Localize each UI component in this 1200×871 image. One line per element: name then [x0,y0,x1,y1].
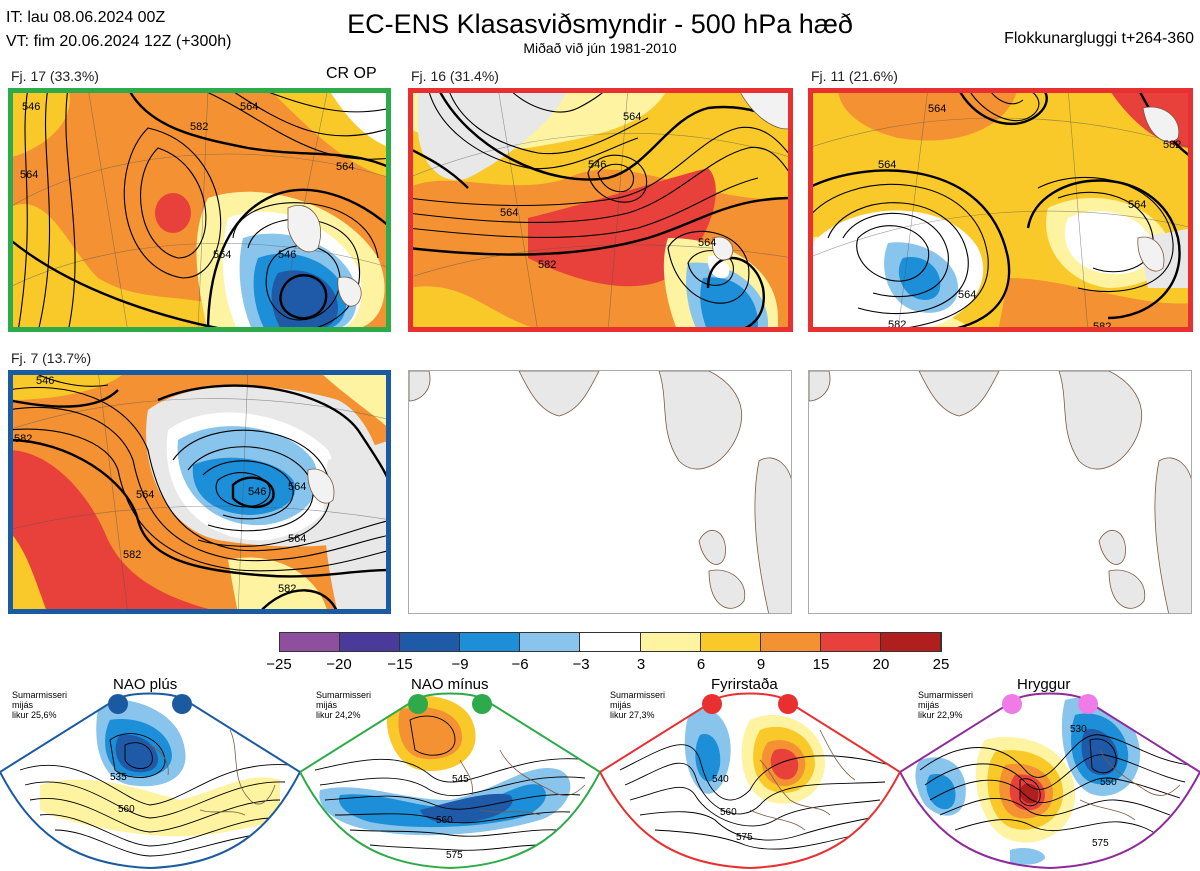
colorbar-swatch [400,633,461,651]
valid-time: VT: fim 20.06.2024 12Z (+300h) [6,33,232,50]
classification-window: Flokkunargluggi t+264-360 [1004,30,1194,47]
header-times: IT: lau 08.06.2024 00Z VT: fim 20.06.202… [6,6,231,54]
cluster-4-contour-label: 582 [278,583,296,595]
cluster-1-contour-label: 546 [278,249,296,261]
cluster-2-contour-label: 564 [623,111,641,123]
colorbar-tick: −15 [387,656,413,673]
empty-map-1 [408,370,792,614]
colorbar-swatch [640,633,701,651]
cluster-4-contour-label: 546 [36,375,54,387]
cluster-4-label: Fj. 7 (13.7%) [11,350,92,366]
colorbar-swatch [700,633,761,651]
regime-2-note: Sumarmisseri mijás likur 24,2% [316,690,372,720]
cluster-map-3: 564 564 564 564 582 582 582 [808,88,1193,332]
cluster-3-contour-label: 582 [1163,139,1181,151]
colorbar-swatch [880,633,942,651]
cluster-1-label: Fj. 17 (33.3%) [11,68,99,84]
cluster-2-contour-label: 582 [538,259,556,271]
cluster-1-contour-label: 564 [20,169,38,181]
regime-4-contour-label: 575 [1092,838,1109,849]
regime-4-title: Hryggur [1017,676,1071,693]
regime-3-map: 540 560 575 [600,692,900,870]
cluster-3-contour-label: 564 [928,103,946,115]
cluster-2-label: Fj. 16 (31.4%) [411,68,499,84]
cluster-3-frame [808,88,1193,332]
cluster-3-contour-label: 564 [958,289,976,301]
regime-1-contour-label: 560 [118,804,135,815]
cluster-2-contour-label: 564 [500,207,518,219]
regime-1-note: Sumarmisseri mijás likur 25,6% [12,690,68,720]
regime-3-title: Fyrirstaða [711,676,778,693]
colorbar-tick: 9 [756,656,766,673]
regime-1-map: 535 560 [0,692,300,870]
cluster-1-contour-label: 564 [336,161,354,173]
colorbar-tick: −3 [572,656,590,673]
colorbar-tick: −9 [451,656,469,673]
regime-1-contour-label: 535 [110,772,127,783]
cluster-3-contour-label: 582 [1093,321,1111,332]
cluster-1-frame [8,88,391,332]
colorbar-tick: 25 [932,656,950,673]
regime-3-note: Sumarmisseri mijás likur 27,3% [610,690,666,720]
cluster-2-frame [408,88,793,332]
cluster-4-contour-label: 564 [136,489,154,501]
cluster-2-contour-label: 546 [588,159,606,171]
regime-2-contour-label: 575 [446,850,463,861]
colorbar-swatch [520,633,581,651]
cluster-map-4: 546 582 564 546 564 582 582 564 [8,370,391,614]
page-subtitle: Miðað við jún 1981-2010 [523,40,677,56]
colorbar-tick: −25 [266,656,292,673]
cluster-3-label: Fj. 11 (21.6%) [811,68,898,84]
cluster-4-frame [8,370,391,614]
colorbar-swatch [760,633,821,651]
regime-2-contour-label: 560 [436,815,453,826]
regime-4-contour-label: 530 [1070,724,1087,735]
regime-2-title: NAO mínus [411,676,489,693]
colorbar-swatch [460,633,521,651]
regime-3-contour-label: 575 [736,832,753,843]
cluster-1-contour-label: 582 [190,121,208,133]
regime-4-note: Sumarmisseri mijás likur 22,9% [918,690,974,720]
cluster-1-contour-label: 564 [240,101,258,113]
colorbar-tick: 15 [812,656,830,673]
empty-map-2 [808,370,1192,614]
regime-1-title: NAO plús [113,676,178,693]
regime-3-contour-label: 560 [720,807,737,818]
page-title: EC-ENS Klasasviðsmyndir - 500 hPa hæð [347,9,853,39]
cluster-1-contour-label: 564 [213,249,231,261]
regime-2-map: 545 560 575 [300,692,600,870]
regime-4-contour-label: 550 [1100,777,1117,788]
cluster-map-2: 546 564 564 582 564 [408,88,793,332]
regime-2-contour-label: 545 [452,774,469,785]
colorbar-tick: 20 [872,656,890,673]
cluster-1-extra: CR OP [326,65,377,82]
colorbar-swatch [580,633,641,651]
colorbar-tick: 6 [696,656,706,673]
initial-time: IT: lau 08.06.2024 00Z [6,9,166,26]
regime-3-contour-label: 540 [712,774,729,785]
colorbar-swatch [340,633,401,651]
cluster-map-1: 546 564 582 564 564 546 564 [8,88,391,332]
cluster-2-contour-label: 564 [698,237,716,249]
cluster-4-contour-label: 564 [288,533,306,545]
colorbar [279,632,942,652]
colorbar-swatch [280,633,341,651]
cluster-4-contour-label: 582 [14,433,32,445]
cluster-3-contour-label: 564 [878,159,896,171]
cluster-1-contour-label: 546 [22,101,40,113]
cluster-4-contour-label: 582 [123,549,141,561]
cluster-3-contour-label: 564 [1128,199,1146,211]
regime-4-map: 530 550 575 [900,692,1200,870]
colorbar-tick: 3 [636,656,646,673]
colorbar-swatch [820,633,881,651]
cluster-4-contour-label: 564 [288,481,306,493]
colorbar-tick: −6 [511,656,529,673]
cluster-4-contour-label: 546 [248,486,266,498]
colorbar-tick: −20 [326,656,352,673]
